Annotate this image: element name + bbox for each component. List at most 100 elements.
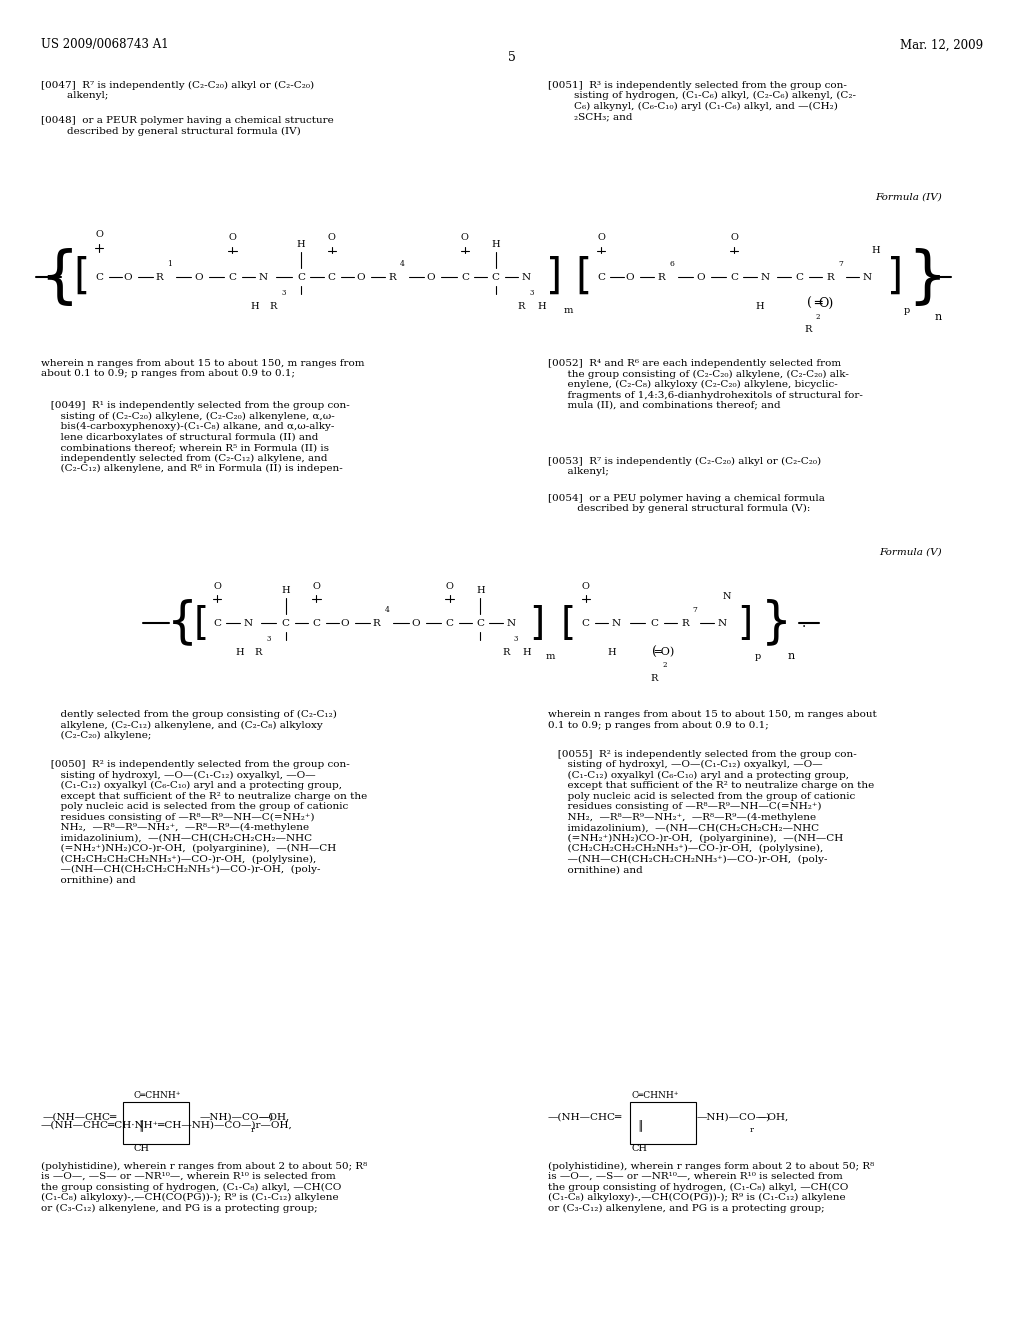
Text: O: O xyxy=(597,234,605,242)
Text: (polyhistidine), wherein r ranges from about 2 to about 50; R⁸
is —O—, —S— or —N: (polyhistidine), wherein r ranges from a… xyxy=(41,1162,368,1213)
Text: C: C xyxy=(328,273,336,281)
Text: 3: 3 xyxy=(514,635,518,643)
Text: R: R xyxy=(517,302,525,310)
Text: O: O xyxy=(95,231,103,239)
Text: N: N xyxy=(863,273,871,281)
Text: p: p xyxy=(904,306,910,314)
Text: C: C xyxy=(582,619,590,627)
Text: ═O): ═O) xyxy=(654,647,675,657)
Text: [0050]  R² is independently selected from the group con-
      sisting of hydrox: [0050] R² is independently selected from… xyxy=(41,760,368,884)
Text: $]$: $]$ xyxy=(886,256,900,298)
Text: O: O xyxy=(213,582,221,590)
Text: H: H xyxy=(871,247,880,255)
Text: —(NH—CHC═: —(NH—CHC═ xyxy=(43,1113,118,1121)
Text: $[$: $[$ xyxy=(193,603,207,643)
Text: (: ( xyxy=(808,297,812,310)
Text: H: H xyxy=(492,240,500,248)
Text: O): O) xyxy=(819,297,834,310)
Text: $\{$: $\{$ xyxy=(166,598,193,648)
Text: R: R xyxy=(373,619,381,627)
Text: O: O xyxy=(312,582,321,590)
Text: [0052]  R⁴ and R⁶ are each independently selected from
      the group consistin: [0052] R⁴ and R⁶ are each independently … xyxy=(548,359,862,411)
Text: O: O xyxy=(195,273,203,281)
Text: US 2009/0068743 A1: US 2009/0068743 A1 xyxy=(41,38,169,51)
Text: ║: ║ xyxy=(637,1119,643,1130)
Text: $\}$: $\}$ xyxy=(760,598,786,648)
Text: H: H xyxy=(236,648,244,656)
Text: $[$: $[$ xyxy=(560,603,573,643)
Text: r: r xyxy=(251,1126,255,1134)
Text: O: O xyxy=(445,582,454,590)
Text: CH: CH xyxy=(632,1144,648,1152)
Text: R: R xyxy=(804,326,812,334)
Text: dently selected from the group consisting of (C₂-C₁₂)
      alkylene, (C₂-C₁₂) a: dently selected from the group consistin… xyxy=(41,710,337,741)
Text: N: N xyxy=(718,619,726,627)
Text: [0049]  R¹ is independently selected from the group con-
      sisting of (C₂-C₂: [0049] R¹ is independently selected from… xyxy=(41,401,350,474)
Text: [0047]  R⁷ is independently (C₂-C₂₀) alkyl or (C₂-C₂₀)
        alkenyl;: [0047] R⁷ is independently (C₂-C₂₀) alky… xyxy=(41,81,314,100)
Text: O: O xyxy=(582,582,590,590)
Text: ║: ║ xyxy=(138,1119,144,1130)
Text: 1: 1 xyxy=(168,260,172,268)
Text: —OH,: —OH, xyxy=(758,1113,790,1121)
Text: Formula (V): Formula (V) xyxy=(880,548,942,557)
Text: [0053]  R⁷ is independently (C₂-C₂₀) alkyl or (C₂-C₂₀)
      alkenyl;: [0053] R⁷ is independently (C₂-C₂₀) alky… xyxy=(548,457,821,477)
Text: [0048]  or a PEUR polymer having a chemical structure
        described by gener: [0048] or a PEUR polymer having a chemic… xyxy=(41,116,334,136)
Text: R: R xyxy=(657,273,666,281)
Text: $]$: $]$ xyxy=(529,603,544,643)
Text: H: H xyxy=(476,586,484,594)
Text: C: C xyxy=(650,619,658,627)
Text: R: R xyxy=(254,648,262,656)
Text: H: H xyxy=(538,302,546,310)
Text: 2: 2 xyxy=(663,661,667,669)
Text: n: n xyxy=(787,651,795,661)
Text: 4: 4 xyxy=(400,260,404,268)
Text: $]$: $]$ xyxy=(545,256,559,298)
Text: C: C xyxy=(461,273,469,281)
Text: 3: 3 xyxy=(266,635,270,643)
Text: C: C xyxy=(796,273,804,281)
Text: r: r xyxy=(750,1126,754,1134)
Text: ═: ═ xyxy=(814,297,822,310)
Text: [0055]  R² is independently selected from the group con-
      sisting of hydrox: [0055] R² is independently selected from… xyxy=(548,750,874,874)
Text: H: H xyxy=(522,648,530,656)
Text: O: O xyxy=(341,619,349,627)
Text: N: N xyxy=(507,619,515,627)
Text: [0051]  R³ is independently selected from the group con-
        sisting of hydr: [0051] R³ is independently selected from… xyxy=(548,81,856,121)
Text: H: H xyxy=(607,648,615,656)
Text: O: O xyxy=(356,273,365,281)
Text: C: C xyxy=(730,273,738,281)
Text: O: O xyxy=(412,619,420,627)
Text: N: N xyxy=(522,273,530,281)
Text: 2: 2 xyxy=(816,313,820,321)
Text: H: H xyxy=(282,586,290,594)
Text: C: C xyxy=(312,619,321,627)
Text: R: R xyxy=(388,273,396,281)
Text: O: O xyxy=(730,234,738,242)
Text: CH: CH xyxy=(133,1144,150,1152)
Text: 6: 6 xyxy=(670,260,674,268)
Text: O: O xyxy=(328,234,336,242)
Text: C═CHNH⁺: C═CHNH⁺ xyxy=(133,1092,180,1100)
Text: N: N xyxy=(244,619,252,627)
Text: N: N xyxy=(723,593,731,601)
Text: C: C xyxy=(445,619,454,627)
Text: —(NH—CHC═CH·NH⁺═CH—NH)—CO—)r—OH,: —(NH—CHC═CH·NH⁺═CH—NH)—CO—)r—OH, xyxy=(41,1121,293,1129)
Text: (: ( xyxy=(652,645,656,659)
Text: —NH)—CO—): —NH)—CO—) xyxy=(200,1113,273,1121)
Text: p: p xyxy=(755,652,761,660)
Text: R: R xyxy=(502,648,510,656)
Text: m: m xyxy=(546,652,555,660)
Text: N: N xyxy=(259,273,267,281)
Text: O: O xyxy=(228,234,237,242)
Text: C═CHNH⁺: C═CHNH⁺ xyxy=(632,1092,679,1100)
Text: 7: 7 xyxy=(839,260,843,268)
Text: O: O xyxy=(124,273,132,281)
Text: R: R xyxy=(156,273,164,281)
Text: 3: 3 xyxy=(282,289,286,297)
Text: R: R xyxy=(650,675,658,682)
Text: R: R xyxy=(826,273,835,281)
Text: O: O xyxy=(696,273,705,281)
Text: O: O xyxy=(427,273,435,281)
Text: H: H xyxy=(297,240,305,248)
Text: 5: 5 xyxy=(508,51,516,65)
